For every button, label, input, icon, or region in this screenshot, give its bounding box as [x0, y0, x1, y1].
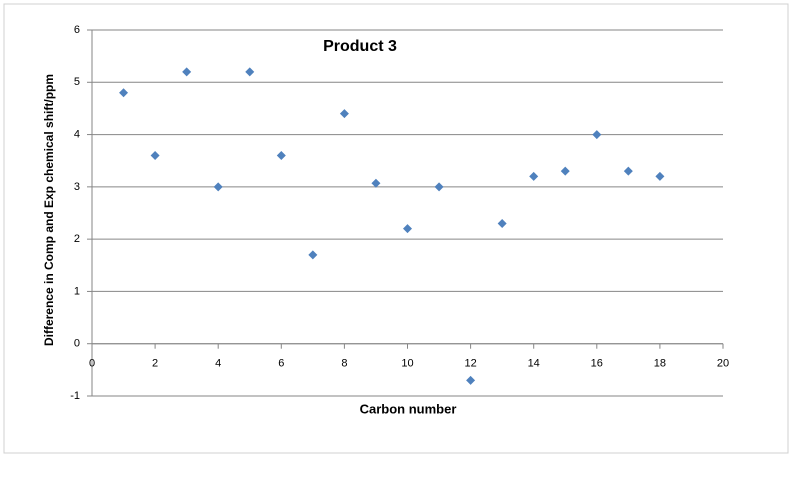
- data-point: [655, 171, 665, 181]
- data-point: [213, 182, 223, 192]
- x-axis-label: Carbon number: [360, 401, 457, 416]
- data-point: [371, 178, 381, 188]
- data-point: [119, 88, 129, 98]
- x-tick-label: 12: [464, 358, 476, 370]
- y-tick-label: 4: [74, 128, 80, 140]
- data-point: [529, 171, 539, 181]
- chart-title: Product 3: [323, 38, 397, 55]
- data-point: [497, 218, 507, 228]
- chart-frame: [3, 3, 789, 454]
- data-point: [560, 166, 570, 176]
- y-tick-label: 3: [74, 181, 80, 193]
- x-tick-label: 6: [278, 358, 284, 370]
- x-tick-label: 2: [152, 358, 158, 370]
- x-tick-label: 16: [591, 358, 603, 370]
- data-point: [339, 109, 349, 119]
- x-tick-label: 4: [215, 358, 221, 370]
- x-tick-label: 10: [401, 358, 413, 370]
- data-point: [182, 67, 192, 77]
- data-point: [466, 375, 476, 385]
- x-tick-label: 0: [89, 358, 95, 370]
- x-tick-label: 14: [528, 358, 540, 370]
- data-point: [245, 67, 255, 77]
- data-point: [276, 150, 286, 160]
- x-tick-label: 20: [717, 358, 729, 370]
- y-tick-label: -1: [70, 390, 80, 402]
- data-point: [150, 150, 160, 160]
- data-point: [434, 182, 444, 192]
- x-tick-label: 8: [341, 358, 347, 370]
- y-axis-label: Difference in Comp and Exp chemical shif…: [42, 74, 56, 346]
- y-tick-label: 2: [74, 233, 80, 245]
- data-point: [308, 250, 318, 260]
- y-tick-label: 5: [74, 76, 80, 88]
- data-point: [403, 224, 412, 234]
- data-point: [623, 166, 633, 176]
- y-tick-label: 1: [74, 285, 80, 297]
- y-tick-label: 6: [74, 24, 80, 36]
- x-tick-label: 18: [654, 358, 666, 370]
- data-point: [592, 130, 602, 140]
- y-tick-label: 0: [74, 338, 80, 350]
